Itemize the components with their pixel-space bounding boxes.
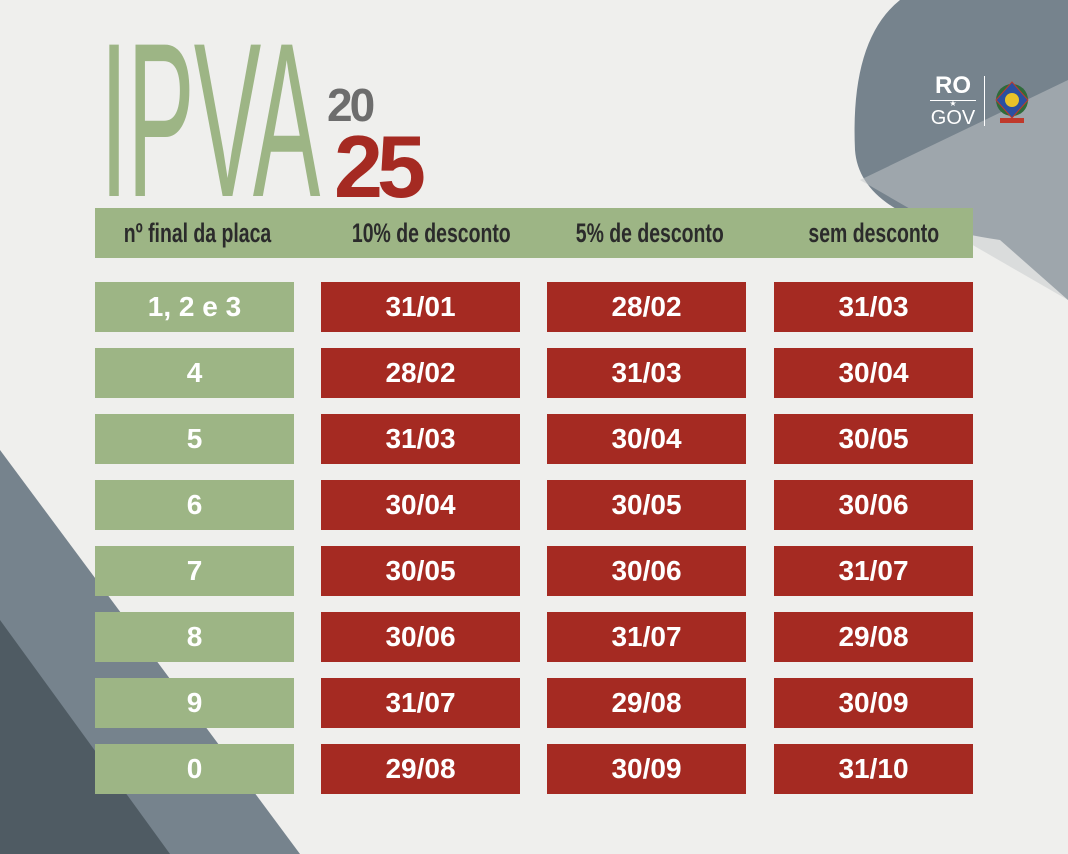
date-cell-none: 30/04 [774, 348, 973, 398]
plate-cell: 7 [95, 546, 294, 596]
plate-cell: 4 [95, 348, 294, 398]
date-cell-none: 30/09 [774, 678, 973, 728]
title-ipva: IPVA [100, 0, 320, 243]
table-header: nº final da placa 10% de desconto 5% de … [95, 208, 973, 258]
plate-cell: 6 [95, 480, 294, 530]
date-cell-d10: 31/01 [321, 282, 520, 332]
date-cell-none: 30/05 [774, 414, 973, 464]
plate-cell: 1, 2 e 3 [95, 282, 294, 332]
date-cell-d10: 30/05 [321, 546, 520, 596]
date-cell-d10: 30/04 [321, 480, 520, 530]
header-10-percent: 10% de desconto [351, 218, 511, 248]
date-cell-none: 29/08 [774, 612, 973, 662]
year-bottom: 25 [334, 117, 426, 216]
year-top: 20 [327, 79, 375, 131]
logo-bottom: GOV [930, 107, 976, 129]
date-cell-d5: 31/07 [547, 612, 746, 662]
header-plate: nº final da placa [123, 218, 272, 248]
date-cell-none: 30/06 [774, 480, 973, 530]
date-cell-d5: 30/04 [547, 414, 746, 464]
date-cell-d5: 30/06 [547, 546, 746, 596]
date-cell-none: 31/07 [774, 546, 973, 596]
date-cell-d5: 31/03 [547, 348, 746, 398]
date-cell-d5: 29/08 [547, 678, 746, 728]
header-no-discount: sem desconto [808, 218, 939, 248]
date-cell-d5: 30/05 [547, 480, 746, 530]
plate-cell: 8 [95, 612, 294, 662]
coat-of-arms-icon [995, 81, 1029, 123]
date-cell-none: 31/10 [774, 744, 973, 794]
date-cell-d5: 30/09 [547, 744, 746, 794]
date-cell-d10: 31/03 [321, 414, 520, 464]
plate-cell: 0 [95, 744, 294, 794]
date-cell-d5: 28/02 [547, 282, 746, 332]
date-cell-none: 31/03 [774, 282, 973, 332]
plate-cell: 5 [95, 414, 294, 464]
date-cell-d10: 30/06 [321, 612, 520, 662]
plate-cell: 9 [95, 678, 294, 728]
date-cell-d10: 28/02 [321, 348, 520, 398]
ro-gov-logo: RO ★ GOV [930, 72, 1029, 129]
header-5-percent: 5% de desconto [575, 218, 724, 248]
date-cell-d10: 31/07 [321, 678, 520, 728]
logo-top: RO [935, 72, 971, 99]
date-cell-d10: 29/08 [321, 744, 520, 794]
